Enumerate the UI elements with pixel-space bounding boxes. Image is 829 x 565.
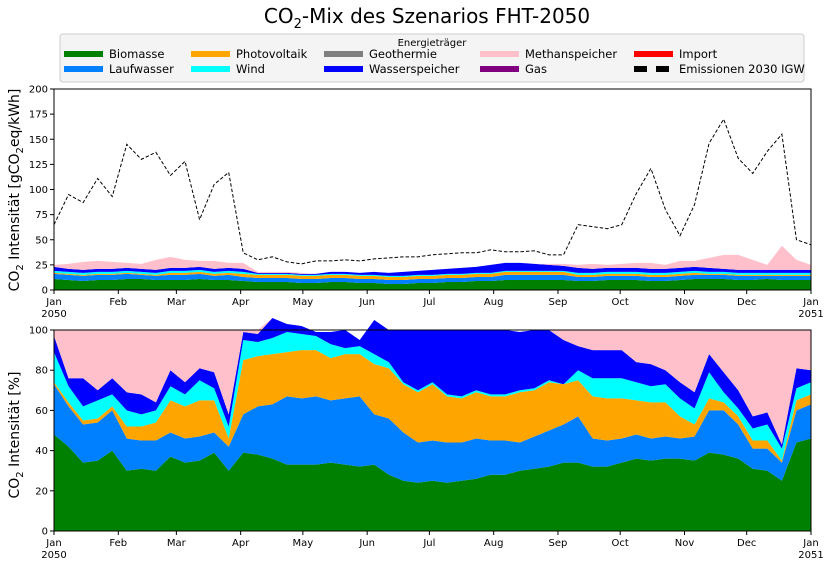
- legend-label: Wind: [236, 62, 265, 76]
- y-tick-label: 100: [29, 326, 48, 337]
- area-wasserspeicher: [54, 317, 811, 449]
- legend-label: Import: [679, 47, 718, 61]
- x-tick-label: Aug: [484, 538, 504, 549]
- legend-swatch: [634, 51, 673, 57]
- x-tick-label: Jun: [358, 297, 375, 308]
- y-tick-label: 150: [29, 135, 48, 146]
- y-axis-label-share: CO2 Intensität [%]: [7, 371, 26, 498]
- y-tick-label: 50: [35, 235, 48, 246]
- legend-swatch: [324, 66, 363, 72]
- area-biomasse: [54, 434, 811, 531]
- x-tick-label: Sep: [549, 538, 568, 549]
- area-laufwasser: [54, 384, 811, 483]
- x-tick-label: Jan: [802, 538, 818, 549]
- x-year-label-start: 2050: [41, 309, 66, 320]
- x-tick-label: Aug: [484, 297, 504, 308]
- legend-item-methanspeicher: Methanspeicher: [480, 47, 617, 61]
- y-tick-label: 25: [35, 260, 48, 271]
- x-tick-label: Mar: [167, 297, 187, 308]
- y-tick-label: 60: [35, 406, 48, 417]
- y-tick-label: 100: [29, 185, 48, 196]
- legend-label: Photovoltaik: [236, 47, 308, 61]
- y-tick-label: 200: [29, 85, 48, 96]
- x-year-label-end: 2051: [798, 550, 823, 561]
- x-tick-label: Dec: [737, 297, 756, 308]
- x-tick-label: Apr: [232, 297, 250, 308]
- y-tick-label: 80: [35, 366, 48, 377]
- x-tick-label: Mar: [167, 538, 187, 549]
- legend-item-photovoltaik: Photovoltaik: [191, 47, 308, 61]
- x-tick-label: Jan: [802, 297, 818, 308]
- legend-swatch: [191, 51, 230, 57]
- legend-label: Biomasse: [109, 47, 164, 61]
- x-tick-label: Jun: [358, 538, 375, 549]
- legend-label: Laufwasser: [109, 62, 174, 76]
- legend-label: Wasserspeicher: [369, 62, 460, 76]
- area-laufwasser: [54, 273, 811, 284]
- x-tick-label: Oct: [612, 538, 629, 549]
- x-tick-label: Feb: [109, 297, 127, 308]
- y-axis-label-emissions: CO2 Intensität [gCO2eq/kWh]: [7, 89, 26, 292]
- line-emissions-2030-igw: [53, 118, 812, 265]
- legend-swatch: [480, 66, 519, 72]
- chart-title: CO2-Mix des Szenarios FHT-2050: [264, 4, 590, 32]
- legend-item-wasserspeicher: Wasserspeicher: [324, 62, 460, 76]
- area-wind: [54, 269, 811, 277]
- x-tick-label: Sep: [549, 297, 568, 308]
- legend-swatch: [480, 51, 519, 57]
- legend-item-geothermie: Geothermie: [324, 47, 437, 61]
- share-panel: CO2 Intensität [%] 0 20 40 60 80 100 Jan Feb Mar…: [7, 317, 824, 561]
- legend-item-wind: Wind: [191, 62, 265, 76]
- legend-swatch: [64, 66, 103, 72]
- area-photovoltaik: [54, 350, 811, 463]
- area-wind: [54, 332, 811, 461]
- legend-item-biomasse: Biomasse: [64, 47, 164, 61]
- area-methanspeicher: [54, 245, 811, 274]
- area-wasserspeicher: [54, 262, 811, 276]
- legend-title: Energieträger: [398, 38, 468, 49]
- x-tick-label: Oct: [612, 297, 629, 308]
- y-tick-label: 0: [42, 286, 48, 297]
- x-tick-label: Jul: [422, 297, 435, 308]
- legend-swatch: [191, 66, 230, 72]
- emissions-panel: CO2 Intensität [gCO2eq/kWh] 0 25 50 75 100 12…: [7, 85, 824, 321]
- area-biomasse: [54, 278, 811, 290]
- legend-label: Gas: [525, 62, 547, 76]
- y-tick-label: 75: [35, 210, 48, 221]
- y-tick-label: 40: [35, 446, 48, 457]
- x-tick-label: Jan: [45, 538, 61, 549]
- x-tick-label: Nov: [675, 538, 695, 549]
- y-tick-label: 125: [29, 160, 48, 171]
- x-year-label-start: 2050: [41, 550, 66, 561]
- legend-item-emissionen-2030-igw: Emissionen 2030 IGW: [634, 62, 805, 76]
- x-tick-label: Nov: [675, 297, 695, 308]
- x-tick-label: Dec: [737, 538, 756, 549]
- legend-item-import: Import: [634, 47, 718, 61]
- y-tick-label: 20: [35, 486, 48, 497]
- legend-label: Geothermie: [369, 47, 437, 61]
- x-tick-label: Apr: [232, 538, 250, 549]
- legend-item-laufwasser: Laufwasser: [64, 62, 174, 76]
- y-tick-label: 0: [42, 527, 48, 538]
- axes-frame: [53, 329, 812, 532]
- x-year-label-end: 2051: [798, 309, 823, 320]
- legend-item-gas: Gas: [480, 62, 547, 76]
- x-tick-label: Jan: [45, 297, 61, 308]
- x-tick-label: Jul: [422, 538, 435, 549]
- legend-label: Emissionen 2030 IGW: [679, 62, 805, 76]
- x-tick-label: Feb: [109, 538, 127, 549]
- legend-label: Methanspeicher: [525, 47, 617, 61]
- x-tick-label: May: [293, 538, 314, 549]
- plot-area: [54, 89, 811, 290]
- area-methanspeicher: [54, 317, 811, 445]
- x-tick-label: May: [293, 297, 314, 308]
- legend-frame: [59, 33, 805, 83]
- legend-swatch: [324, 51, 363, 57]
- legend-swatch: [64, 51, 103, 57]
- y-tick-label: 175: [29, 110, 48, 121]
